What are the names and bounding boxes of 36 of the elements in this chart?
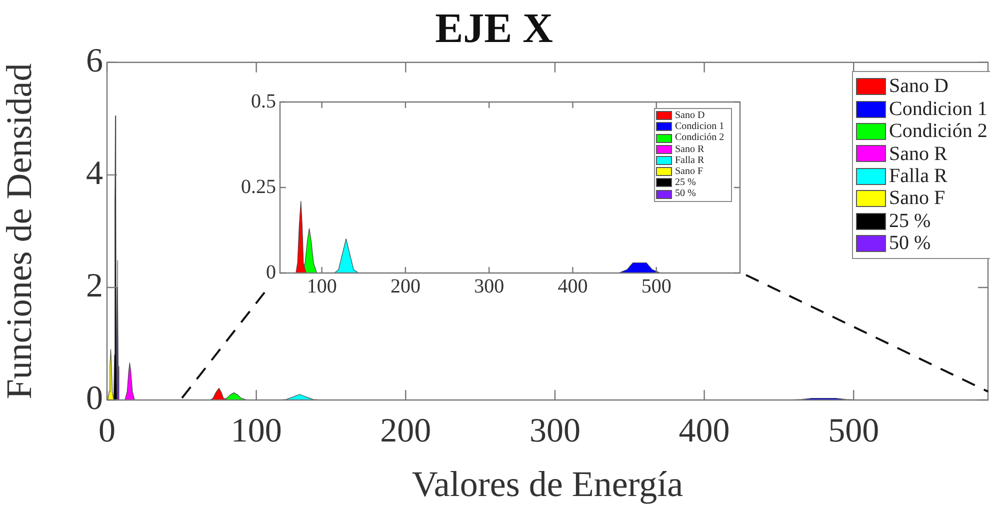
x-tick-label: 200 [390,275,420,298]
legend-label: Condicion 1 [675,121,724,132]
legend-label: 50 % [675,188,696,200]
y-axis-title: Funciones de Densidad [0,63,40,400]
y-tick-label: 2 [86,267,103,304]
x-tick-label: 500 [641,275,672,298]
x-tick-label: 200 [380,412,432,450]
y-tick-label: 0.5 [251,90,276,112]
legend-label: Sano D [889,75,948,98]
x-tick-label: 100 [306,275,337,298]
x-tick-label: 400 [558,275,588,298]
x-tick-label: 400 [678,412,730,450]
y-tick-label: 0 [266,261,276,284]
legend-label: Sano F [675,166,704,178]
y-tick-label: 0 [86,380,103,417]
legend-label: Condición 2 [675,132,724,144]
legend-label: Falla R [889,165,948,188]
legend-label: Sano F [889,187,946,210]
x-axis-title: Valores de Energía [412,464,684,504]
legend-label: 25 % [675,177,696,188]
x-tick-label: 100 [230,412,282,450]
legend-label: Falla R [675,154,704,166]
legend-label: Condición 2 [889,120,988,143]
legend-label: 25 % [889,210,931,232]
y-tick-label: 0.25 [241,176,276,198]
y-tick-label: 6 [86,42,103,80]
chart-title: EJE X [435,6,553,52]
x-tick-label: 500 [828,412,880,450]
legend-label: 50 % [889,232,931,255]
legend-label: Condicion 1 [889,98,988,120]
legend-label: Sano R [889,142,948,166]
x-tick-label: 300 [529,412,580,450]
legend-label: Sano R [675,144,704,155]
x-tick-label: 300 [474,275,504,298]
legend-label: Sano D [675,110,705,122]
y-tick-label: 4 [86,154,103,192]
